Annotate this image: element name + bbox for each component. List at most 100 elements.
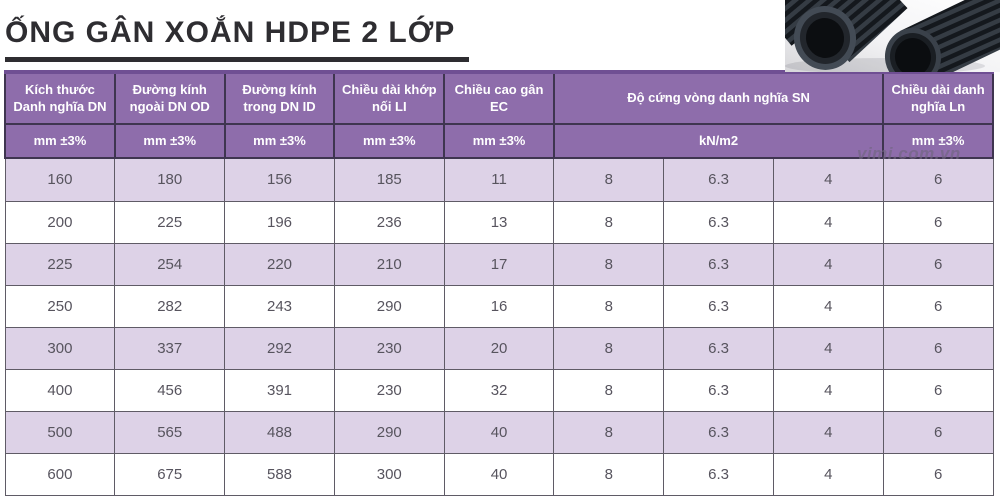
table-cell: 500	[4, 410, 116, 454]
table-row: 300 337 292 230 20 8 6.3 4 6	[4, 326, 994, 370]
title-block: ỐNG GÂN XOẮN HDPE 2 LỚP	[5, 16, 470, 62]
table-row: 400 456 391 230 32 8 6.3 4 6	[4, 368, 994, 412]
table-cell: 236	[333, 200, 445, 244]
pipe-photo	[785, 0, 1000, 72]
table-cell: 32	[443, 368, 555, 412]
table-cell: 17	[443, 242, 555, 286]
table-cell: 13	[443, 200, 555, 244]
table-cell: 8	[553, 284, 665, 328]
table-cell: 6	[882, 326, 994, 370]
table-cell: 6.3	[663, 410, 774, 454]
unit-chieu-dai-khop-noi-li: mm ±3%	[333, 123, 446, 159]
table-cell: 588	[224, 452, 335, 497]
table-cell: 292	[224, 326, 335, 370]
col-header-chieu-dai-danh-nghia-ln: Chiều dài danh nghĩa Ln	[882, 71, 994, 125]
table-cell: 282	[114, 284, 226, 328]
table-cell: 488	[224, 410, 335, 454]
table-cell: 675	[114, 452, 226, 497]
table-row: 200 225 196 236 13 8 6.3 4 6	[4, 200, 994, 244]
unit-duong-kinh-ngoai-od: mm ±3%	[113, 123, 226, 159]
table-cell: 4	[772, 200, 884, 244]
table-body: 160 180 156 185 11 8 6.3 4 6 200 225 196 236 13 8 6.3 4 6…	[4, 157, 994, 497]
table-cell: 6	[882, 368, 994, 412]
header-row-units: mm ±3% mm ±3% mm ±3% mm ±3% mm ±3% kN/m2…	[4, 123, 994, 159]
table-cell: 290	[333, 284, 445, 328]
table-cell: 16	[443, 284, 555, 328]
table-row: 500 565 488 290 40 8 6.3 4 6	[4, 410, 994, 454]
table-cell: 6.3	[663, 368, 774, 412]
table-cell: 160	[4, 157, 116, 202]
table-cell: 6.3	[663, 452, 774, 497]
table-cell: 20	[443, 326, 555, 370]
unit-chieu-cao-gan-ec: mm ±3%	[443, 123, 555, 159]
table-cell: 6.3	[663, 326, 774, 370]
table-row: 600 675 588 300 40 8 6.3 4 6	[4, 452, 994, 497]
table-cell: 250	[4, 284, 116, 328]
table-cell: 225	[4, 242, 116, 286]
table-cell: 565	[114, 410, 226, 454]
table-cell: 337	[114, 326, 226, 370]
table-cell: 6.3	[663, 284, 774, 328]
table-cell: 230	[333, 368, 445, 412]
table-cell: 4	[772, 368, 884, 412]
table-cell: 11	[443, 157, 555, 202]
table-cell: 6	[882, 410, 994, 454]
table-cell: 391	[224, 368, 335, 412]
col-header-duong-kinh-trong-id: Đường kính trong DN ID	[223, 71, 336, 125]
table-cell: 6	[882, 242, 994, 286]
table-row: 160 180 156 185 11 8 6.3 4 6	[4, 157, 994, 202]
table-cell: 230	[333, 326, 445, 370]
table-cell: 8	[553, 157, 665, 202]
col-header-chieu-dai-khop-noi-li: Chiều dài khớp nối LI	[333, 71, 446, 125]
table-cell: 8	[553, 200, 665, 244]
table-cell: 290	[333, 410, 445, 454]
table-cell: 6	[882, 200, 994, 244]
table-cell: 243	[224, 284, 335, 328]
col-header-do-cung-vong-sn: Độ cứng vòng danh nghĩa SN	[552, 71, 885, 125]
table-cell: 8	[553, 242, 665, 286]
table-cell: 185	[333, 157, 445, 202]
unit-do-cung-vong-sn: kN/m2	[552, 123, 885, 159]
table-cell: 6.3	[663, 200, 774, 244]
table-cell: 4	[772, 452, 884, 497]
table-cell: 220	[224, 242, 335, 286]
table-cell: 300	[4, 326, 116, 370]
table-cell: 4	[772, 284, 884, 328]
table-row: 250 282 243 290 16 8 6.3 4 6	[4, 284, 994, 328]
table-cell: 225	[114, 200, 226, 244]
watermark: vimi.com.vn	[857, 144, 961, 163]
table-cell: 180	[114, 157, 226, 202]
table-cell: 400	[4, 368, 116, 412]
table-cell: 254	[114, 242, 226, 286]
table-cell: 40	[443, 452, 555, 497]
table-cell: 40	[443, 410, 555, 454]
spec-table-wrap: Kích thước Danh nghĩa DN Đường kính ngoà…	[4, 70, 994, 497]
table-cell: 8	[553, 368, 665, 412]
table-cell: 8	[553, 410, 665, 454]
table-cell: 300	[333, 452, 445, 497]
table-cell: 6.3	[663, 242, 774, 286]
spec-table: Kích thước Danh nghĩa DN Đường kính ngoà…	[4, 70, 994, 497]
table-cell: 8	[553, 452, 665, 497]
pipe-photo-image	[785, 0, 1000, 72]
table-cell: 210	[333, 242, 445, 286]
table-cell: 600	[4, 452, 116, 497]
table-cell: 6	[882, 157, 994, 202]
unit-kich-thuoc-dn: mm ±3%	[4, 123, 116, 159]
table-cell: 8	[553, 326, 665, 370]
table-cell: 6.3	[663, 157, 774, 202]
table-cell: 196	[224, 200, 335, 244]
table-cell: 6	[882, 452, 994, 497]
col-header-duong-kinh-ngoai-od: Đường kính ngoài DN OD	[113, 71, 226, 125]
page-title: ỐNG GÂN XOẮN HDPE 2 LỚP	[5, 16, 470, 62]
table-cell: 4	[772, 242, 884, 286]
table-cell: 6	[882, 284, 994, 328]
header-row-labels: Kích thước Danh nghĩa DN Đường kính ngoà…	[4, 71, 994, 125]
table-cell: 4	[772, 157, 884, 202]
table-cell: 200	[4, 200, 116, 244]
table-cell: 4	[772, 410, 884, 454]
col-header-chieu-cao-gan-ec: Chiều cao gân EC	[443, 71, 555, 125]
table-row: 225 254 220 210 17 8 6.3 4 6	[4, 242, 994, 286]
table-cell: 156	[224, 157, 335, 202]
